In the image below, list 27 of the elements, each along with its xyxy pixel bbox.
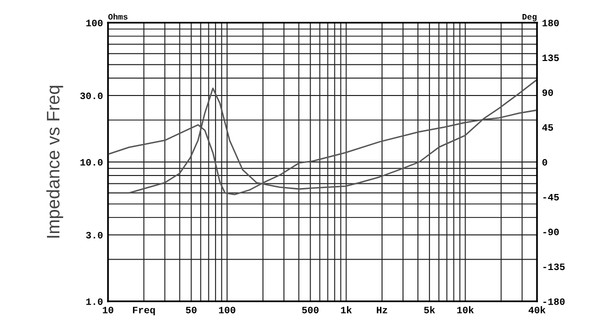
y2-tick-label: 45	[542, 124, 554, 131]
x-tick-label: Freq	[132, 306, 155, 316]
y2-tick-label: -135	[543, 264, 565, 270]
x-tick-label: 10	[102, 306, 114, 314]
y2-tick-label: -90	[543, 228, 559, 236]
x-tick-label: 100	[219, 306, 236, 314]
x-tick-label: 40k	[528, 306, 546, 314]
x-tick-label: 1k	[341, 306, 352, 314]
x-tick-label: 5k	[424, 306, 435, 314]
y2-tick-label: -180	[543, 298, 565, 305]
y2-axis-title: Deg	[522, 14, 537, 22]
y2-tick-label: 0	[542, 159, 548, 166]
x-tick-label: Hz	[376, 306, 388, 314]
y2-tick-label: 90	[542, 89, 553, 96]
x-tick-label: 10k	[457, 306, 474, 314]
y-axis-title: Impedance vs Freq	[46, 86, 64, 238]
y2-tick-label: -45	[543, 194, 559, 200]
y-tick-label: 30.0	[80, 92, 103, 100]
x-tick-label: 50	[186, 306, 197, 314]
y-tick-label: 10.0	[80, 159, 103, 166]
text: Ohms	[108, 14, 128, 20]
y2-tick-label: 135	[542, 54, 559, 62]
y-tick-label: 3.0	[86, 232, 103, 238]
y-tick-label: 1.0	[86, 298, 103, 305]
x-tick-label: 500	[302, 306, 319, 314]
y-tick-label: 100	[86, 20, 103, 26]
y2-tick-label: 180	[542, 20, 559, 26]
